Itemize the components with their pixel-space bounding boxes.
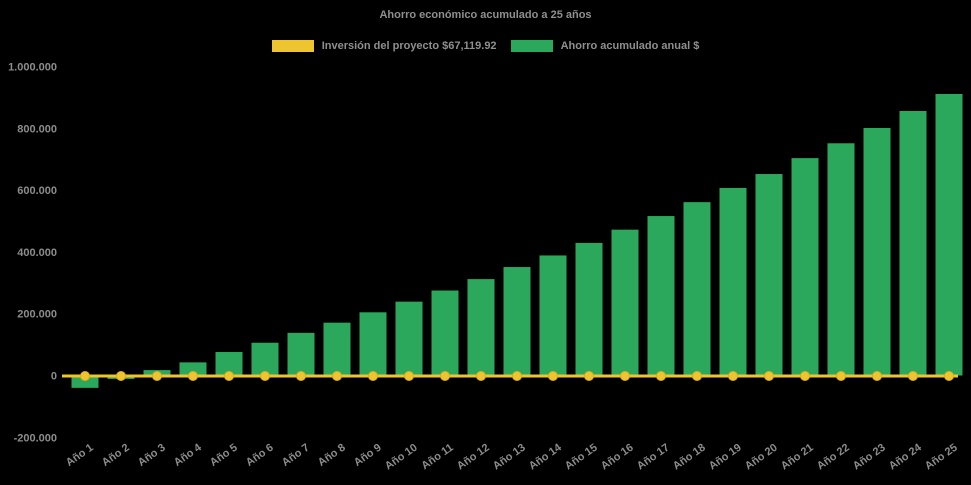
line-marker-año-17[interactable]	[656, 371, 666, 381]
x-tick-label: Año 18	[671, 442, 708, 473]
chart-legend: Inversión del proyecto $67,119.92 Ahorro…	[0, 40, 971, 52]
x-tick-label: Año 25	[923, 442, 960, 473]
x-tick-label: Año 20	[743, 442, 780, 473]
bar-año-8[interactable]	[323, 322, 351, 376]
x-tick-label: Año 1	[64, 442, 96, 469]
x-tick-label: Año 6	[244, 442, 276, 469]
x-tick-label: Año 16	[599, 442, 636, 473]
bar-año-4[interactable]	[179, 362, 207, 376]
bar-año-5[interactable]	[215, 352, 243, 376]
x-tick-label: Año 5	[208, 442, 240, 469]
line-marker-año-15[interactable]	[584, 371, 594, 381]
legend-item-investment[interactable]: Inversión del proyecto $67,119.92	[271, 40, 497, 52]
bar-año-23[interactable]	[863, 127, 891, 376]
bar-año-22[interactable]	[827, 143, 855, 376]
line-marker-año-25[interactable]	[944, 371, 954, 381]
y-tick-label: 400.000	[17, 247, 57, 259]
line-marker-año-16[interactable]	[620, 371, 630, 381]
line-marker-año-8[interactable]	[332, 371, 342, 381]
bar-año-13[interactable]	[503, 267, 531, 376]
bar-año-24[interactable]	[899, 110, 927, 376]
line-marker-año-7[interactable]	[296, 371, 306, 381]
y-tick-label: -200.000	[14, 432, 57, 444]
line-marker-año-9[interactable]	[368, 371, 378, 381]
line-marker-año-23[interactable]	[872, 371, 882, 381]
line-marker-año-12[interactable]	[476, 371, 486, 381]
x-tick-label: Año 9	[352, 442, 384, 469]
line-marker-año-10[interactable]	[404, 371, 414, 381]
chart-title: Ahorro económico acumulado a 25 años	[379, 9, 592, 21]
line-marker-año-13[interactable]	[512, 371, 522, 381]
line-marker-año-4[interactable]	[188, 371, 198, 381]
bar-año-7[interactable]	[287, 332, 315, 376]
bar-año-6[interactable]	[251, 342, 279, 376]
x-tick-label: Año 23	[851, 442, 888, 473]
bar-año-15[interactable]	[575, 242, 603, 376]
x-tick-label: Año 21	[779, 442, 816, 473]
line-marker-año-14[interactable]	[548, 371, 558, 381]
bar-año-1[interactable]	[71, 375, 99, 388]
bar-año-16[interactable]	[611, 229, 639, 376]
legend-label-investment: Inversión del proyecto $67,119.92	[321, 40, 497, 52]
x-tick-label: Año 17	[635, 442, 672, 473]
bar-año-18[interactable]	[683, 202, 711, 376]
legend-swatch-savings	[510, 40, 553, 52]
y-axis-labels: 1.000.000 800.000 600.000 400.000 200.000 0 -2…	[8, 62, 57, 445]
line-marker-año-21[interactable]	[800, 371, 810, 381]
line-marker-año-11[interactable]	[440, 371, 450, 381]
bar-año-12[interactable]	[467, 279, 495, 376]
line-marker-año-20[interactable]	[764, 371, 774, 381]
legend-swatch-investment	[271, 40, 314, 52]
bar-año-10[interactable]	[395, 301, 423, 376]
x-tick-label: Año 15	[563, 442, 600, 473]
bar-año-19[interactable]	[719, 187, 747, 376]
bar-año-21[interactable]	[791, 158, 819, 376]
investment-line-group	[62, 371, 958, 381]
x-tick-label: Año 11	[419, 442, 455, 473]
line-marker-año-19[interactable]	[728, 371, 738, 381]
x-tick-label: Año 8	[316, 442, 348, 469]
x-tick-label: Año 2	[100, 442, 132, 469]
bar-año-20[interactable]	[755, 174, 783, 376]
x-tick-label: Año 22	[815, 442, 852, 473]
y-tick-label: 600.000	[17, 185, 57, 197]
x-tick-label: Año 19	[707, 442, 744, 473]
x-tick-label: Año 7	[280, 442, 312, 469]
line-marker-año-2[interactable]	[116, 371, 126, 381]
x-tick-label: Año 24	[887, 441, 925, 472]
bar-año-25[interactable]	[935, 94, 963, 376]
line-marker-año-3[interactable]	[152, 371, 162, 381]
x-axis-labels: Año 1 Año 2 Año 3 Año 4 Año 5 Año 6 Año 7 Año 8…	[64, 441, 960, 472]
bars-group	[71, 94, 963, 388]
y-tick-label: 1.000.000	[8, 62, 57, 74]
x-tick-label: Año 3	[136, 442, 168, 469]
bar-año-17[interactable]	[647, 216, 675, 376]
x-tick-label: Año 10	[383, 442, 420, 473]
x-tick-label: Año 14	[527, 441, 565, 472]
x-tick-label: Año 4	[172, 441, 205, 469]
bar-año-11[interactable]	[431, 290, 459, 376]
y-tick-label: 0	[51, 371, 57, 383]
y-tick-label: 200.000	[17, 309, 57, 321]
bar-año-14[interactable]	[539, 255, 567, 376]
bar-año-9[interactable]	[359, 312, 387, 376]
legend-item-savings[interactable]: Ahorro acumulado anual $	[510, 40, 700, 52]
line-marker-año-22[interactable]	[836, 371, 846, 381]
x-tick-label: Año 12	[455, 442, 492, 473]
line-marker-año-5[interactable]	[224, 371, 234, 381]
line-marker-año-24[interactable]	[908, 371, 918, 381]
y-tick-label: 800.000	[17, 123, 57, 135]
line-marker-año-1[interactable]	[80, 371, 90, 381]
legend-label-savings: Ahorro acumulado anual $	[560, 40, 700, 52]
line-marker-año-6[interactable]	[260, 371, 270, 381]
x-tick-label: Año 13	[491, 442, 528, 473]
line-marker-año-18[interactable]	[692, 371, 702, 381]
